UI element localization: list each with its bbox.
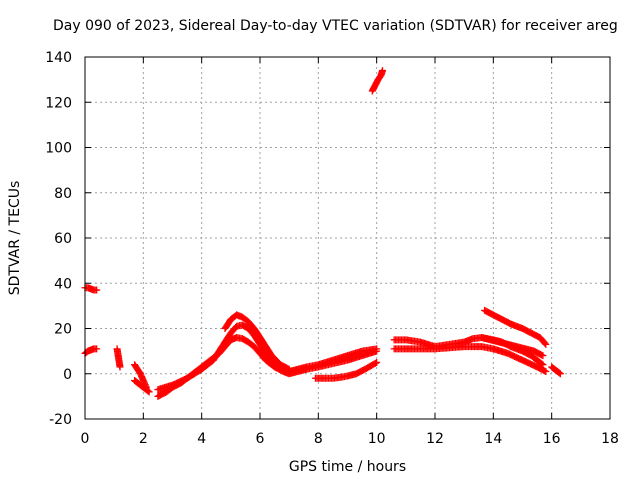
ticks: 0 2 4 6 8 10 12 14 16 18 -20 0 20 40 60 80 100 120 140 <box>45 50 619 447</box>
data-point <box>379 67 386 75</box>
y-axis-label: SDTVAR / TECUs <box>7 181 23 296</box>
data-marks <box>81 67 564 400</box>
x-tick-label: 14 <box>484 431 502 447</box>
x-tick-label: 12 <box>426 431 444 447</box>
series-arc-main-mid <box>154 321 381 394</box>
data-point <box>116 363 124 371</box>
series-arc-1 <box>113 345 124 371</box>
x-axis-label: GPS time / hours <box>289 459 406 475</box>
x-tick-label: 18 <box>601 431 619 447</box>
y-tick-label: 40 <box>54 276 72 292</box>
y-tick-label: 100 <box>45 141 72 157</box>
grid <box>85 57 610 419</box>
series-arc-0a <box>81 284 101 294</box>
series-arc-mid-b <box>390 343 550 375</box>
series-arc-low-trough <box>311 358 381 382</box>
data-point <box>373 345 381 353</box>
series-arc-mid-c <box>478 334 547 360</box>
y-tick-label: -20 <box>49 412 72 428</box>
x-tick-label: 16 <box>543 431 561 447</box>
data-point <box>144 387 152 395</box>
y-tick-label: 20 <box>54 322 72 338</box>
x-tick-label: 10 <box>368 431 386 447</box>
data-point <box>93 286 101 294</box>
y-tick-label: 140 <box>45 50 72 66</box>
series-arc-main-high <box>221 311 293 373</box>
data-point <box>541 339 549 347</box>
data-point <box>373 358 381 366</box>
data-point <box>371 359 379 367</box>
y-tick-label: 60 <box>54 231 72 247</box>
data-point <box>542 367 550 375</box>
data-point <box>93 345 101 353</box>
plot-frame <box>84 56 611 420</box>
x-tick-label: 8 <box>314 431 323 447</box>
x-tick-label: 4 <box>197 431 206 447</box>
data-point <box>555 369 563 377</box>
y-tick-label: 80 <box>54 186 72 202</box>
series-arc-end <box>548 363 564 378</box>
series-arc-2b <box>131 377 153 396</box>
x-tick-label: 6 <box>256 431 265 447</box>
data-point <box>145 388 153 396</box>
data-point <box>539 352 547 360</box>
series-arc-0b <box>81 345 101 357</box>
series-arc-mid-d <box>481 306 550 348</box>
x-tick-label: 0 <box>81 431 90 447</box>
data-point <box>285 365 293 373</box>
x-tick-label: 2 <box>139 431 148 447</box>
y-tick-label: 0 <box>63 367 72 383</box>
data-point <box>542 340 550 348</box>
y-tick-label: 120 <box>45 95 72 111</box>
chart-title: Day 090 of 2023, Sidereal Day-to-day VTE… <box>53 18 618 34</box>
data-point <box>556 370 564 378</box>
series-arc-high <box>368 67 386 95</box>
